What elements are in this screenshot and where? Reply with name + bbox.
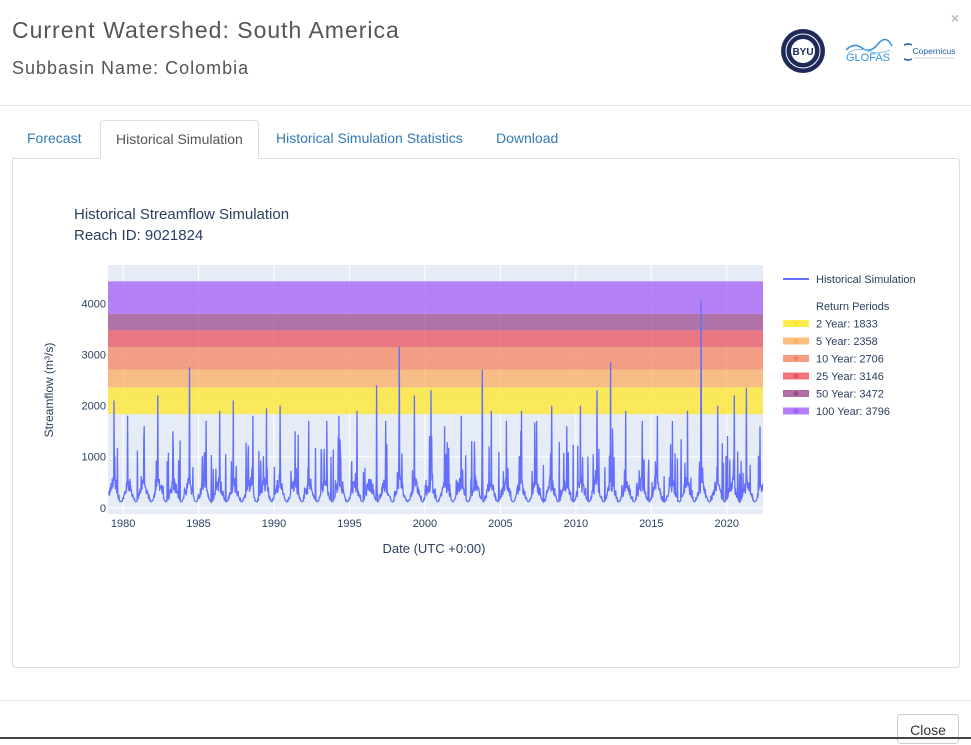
modal-header: Current Watershed: South America Subbasi…: [0, 0, 971, 106]
copernicus-logo-text: Copernicus: [913, 46, 956, 56]
copernicus-logo: Copernicus: [904, 43, 956, 61]
tab-historical-simulation-statistics[interactable]: Historical Simulation Statistics: [276, 130, 463, 146]
watershed-title: Current Watershed: South America: [12, 17, 400, 43]
byu-logo: BYU: [781, 29, 825, 73]
tab-historical-simulation[interactable]: Historical Simulation: [100, 120, 259, 159]
close-button[interactable]: Close: [897, 714, 959, 744]
byu-logo-text: BYU: [792, 47, 813, 58]
window-bottom-edge: [0, 737, 971, 739]
tab-content-panel: [12, 158, 960, 668]
tab-bar: Forecast Historical Simulation Historica…: [12, 120, 960, 159]
glofas-logo-text: GLOFAS: [846, 52, 890, 64]
tab-download[interactable]: Download: [496, 130, 559, 146]
tab-forecast[interactable]: Forecast: [27, 130, 82, 146]
modal-footer: [0, 700, 971, 740]
close-icon[interactable]: ×: [950, 10, 959, 26]
subbasin-title: Subbasin Name: Colombia: [12, 58, 250, 78]
glofas-logo: GLOFAS: [845, 38, 893, 64]
